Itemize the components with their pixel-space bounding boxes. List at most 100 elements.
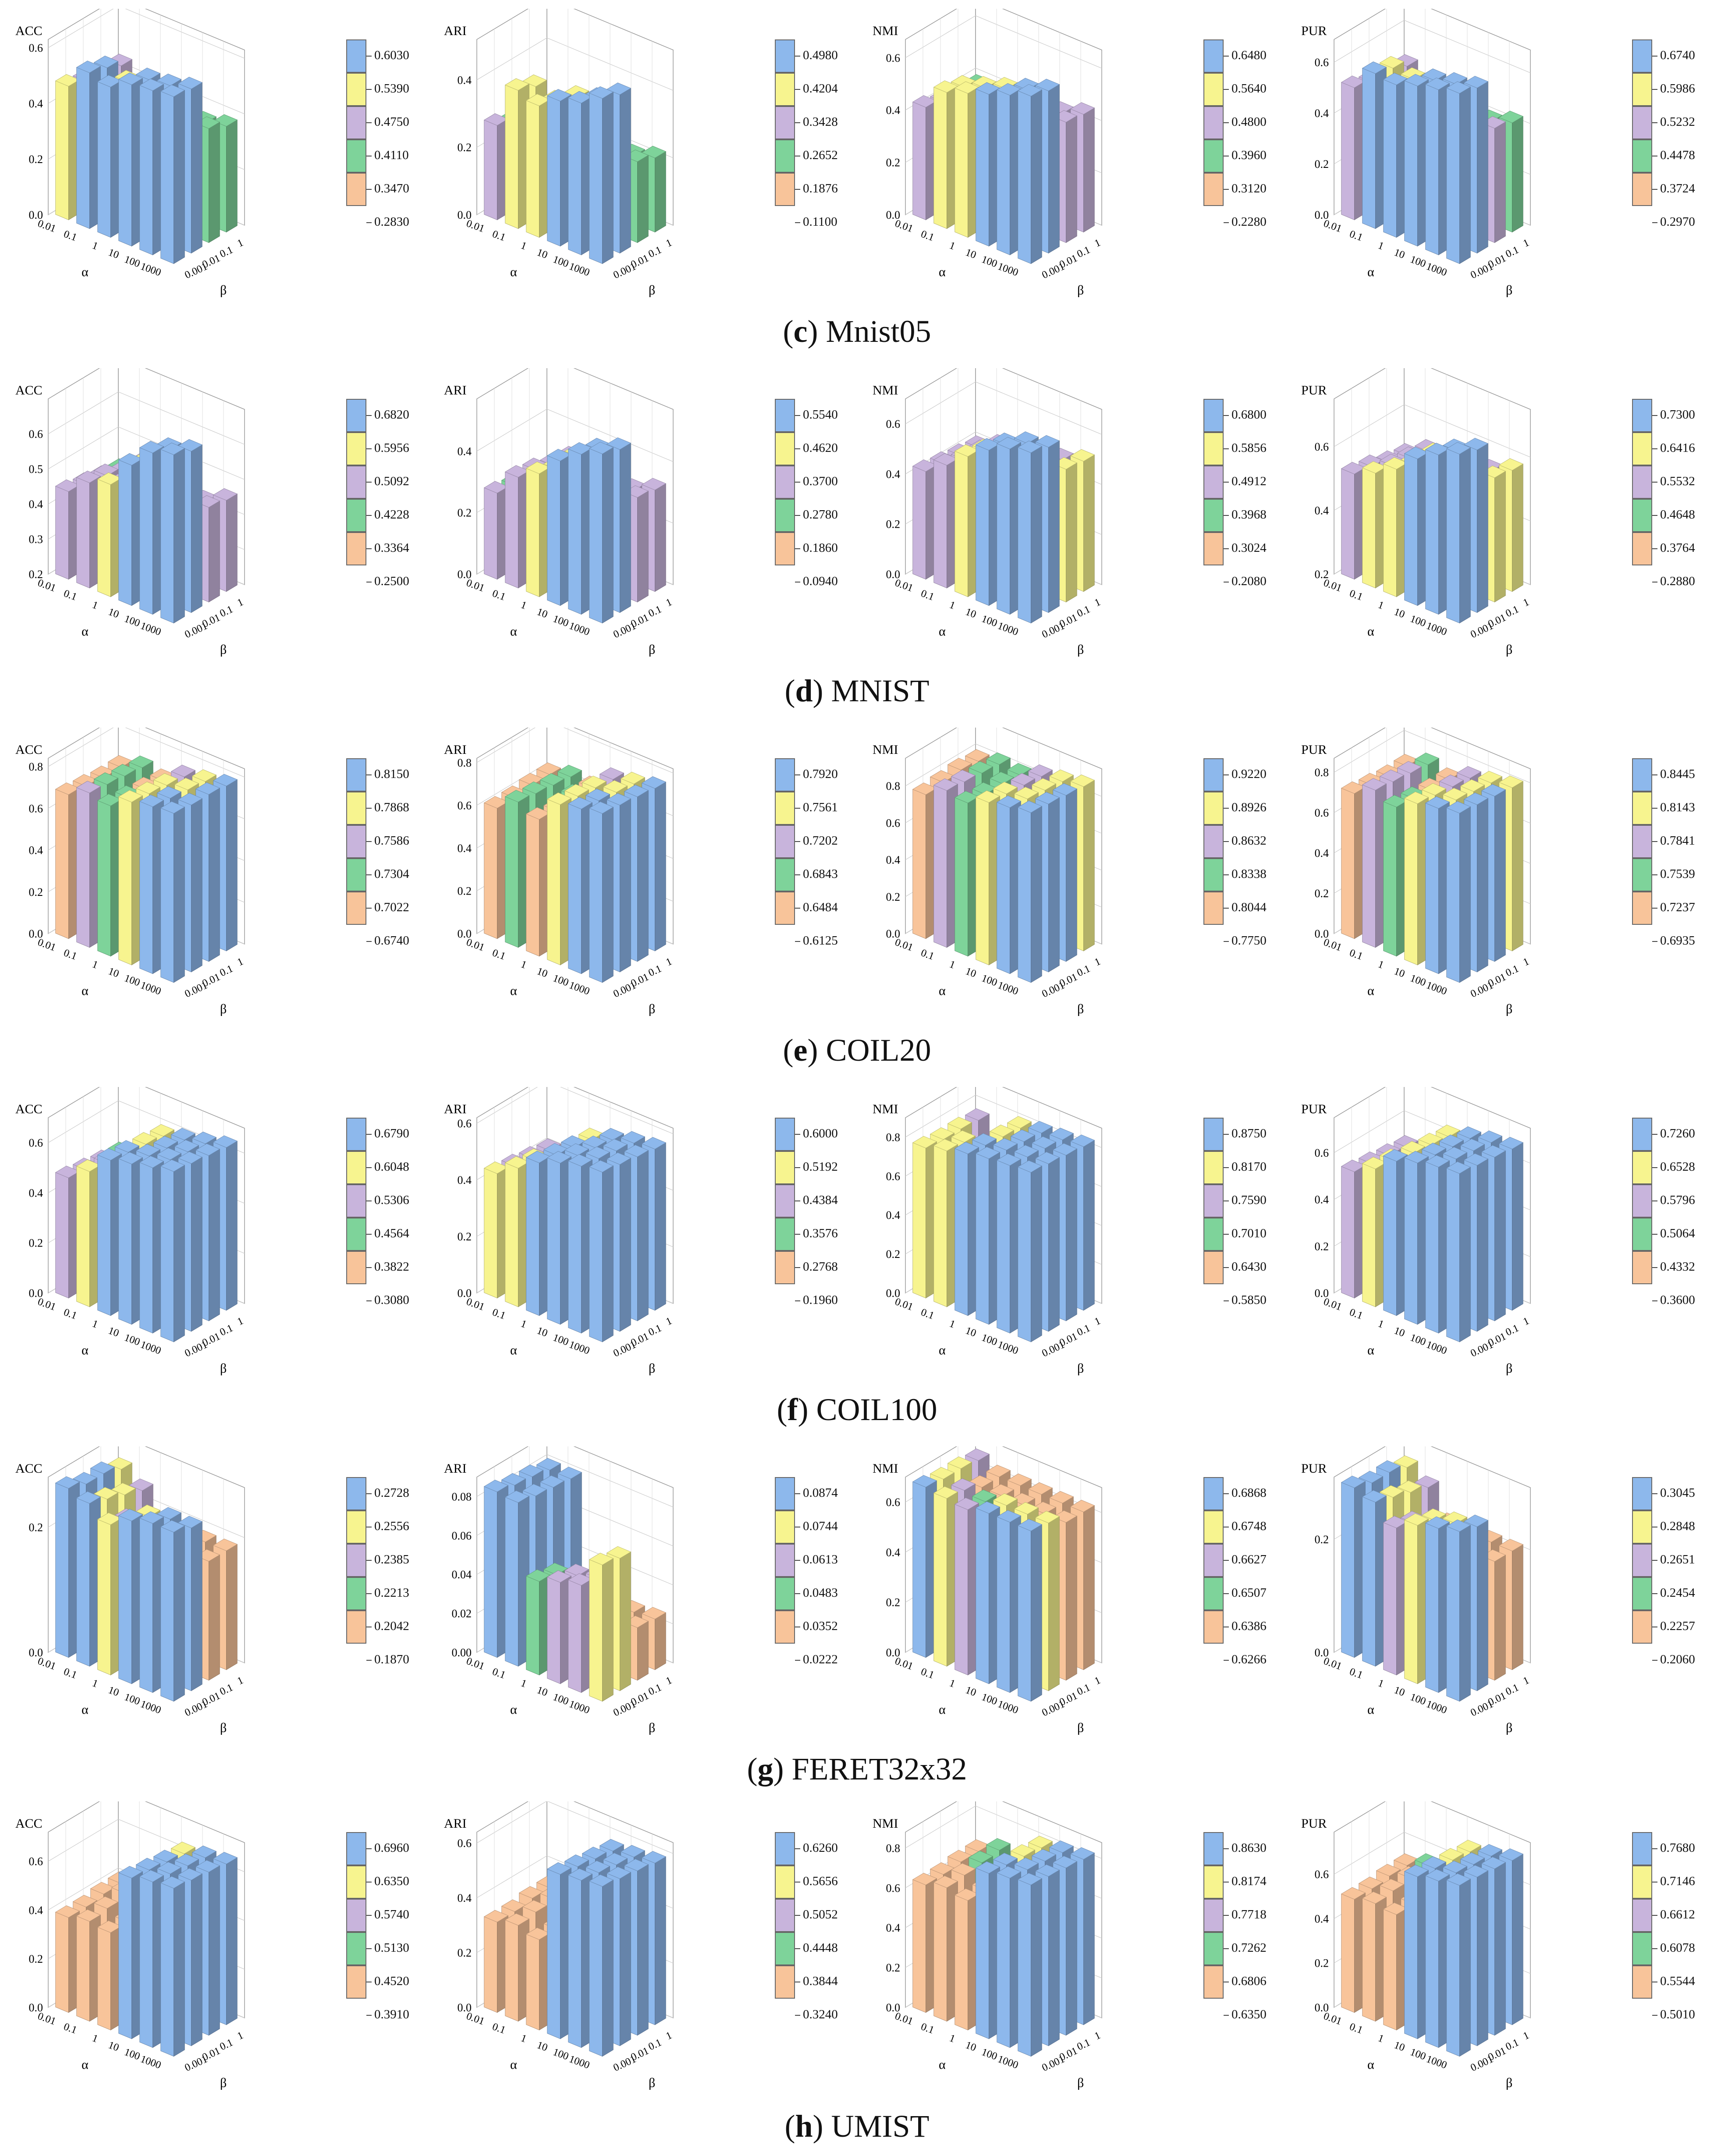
legend-label: 0.3240 bbox=[803, 2007, 838, 2021]
alpha-tick-label: 10 bbox=[1392, 1325, 1406, 1339]
z-tick-label: 0.6 bbox=[458, 799, 472, 812]
alpha-tick-label: 100 bbox=[980, 973, 999, 989]
bar bbox=[546, 449, 572, 606]
legend-swatch bbox=[346, 139, 366, 173]
legend-swatch bbox=[1632, 499, 1652, 532]
alpha-tick-label: 0.1 bbox=[62, 228, 78, 244]
legend-swatch bbox=[775, 399, 795, 432]
legend-label: 0.6386 bbox=[1231, 1619, 1267, 1633]
legend-label: 0.8143 bbox=[1660, 800, 1695, 814]
coil100-pur-panel: 0.0 0.2 0.4 0.6 PUR 0.01 0.1 1 10 100 1000 α 0.001 0.… bbox=[1286, 1087, 1714, 1385]
legend-swatch bbox=[1632, 1218, 1652, 1251]
z-tick-label: 0.2 bbox=[886, 891, 901, 903]
legend-label: 0.8170 bbox=[1231, 1160, 1267, 1174]
legend-label: 0.6507 bbox=[1231, 1586, 1267, 1600]
z-tick-label: 0.6 bbox=[29, 802, 43, 815]
bar bbox=[546, 1151, 572, 1325]
legend-swatch bbox=[346, 1251, 366, 1284]
bar bbox=[589, 1874, 614, 2057]
alpha-tick-label: 10 bbox=[535, 247, 549, 261]
alpha-axis-title: α bbox=[82, 1343, 89, 1357]
z-tick-label: 0.0 bbox=[458, 568, 472, 581]
alpha-tick-label: 100 bbox=[123, 973, 142, 989]
beta-tick-label: 1 bbox=[1522, 237, 1531, 250]
bar bbox=[954, 1888, 979, 2031]
legend-label: 0.2213 bbox=[374, 1586, 409, 1600]
alpha-tick-label: 0.01 bbox=[893, 1655, 914, 1673]
subfigure-caption: (g) FERET32x32 bbox=[747, 1751, 967, 1787]
legend-label: 0.0352 bbox=[803, 1619, 838, 1633]
legend-label: 0.2830 bbox=[374, 215, 409, 229]
z-tick-label: 0.6 bbox=[1315, 440, 1329, 453]
legend-swatch bbox=[775, 139, 795, 173]
feret32x32-pur-panel: 0.0 0.2 PUR 0.01 0.1 1 10 100 1000 α 0.001 0.01 0.1 1… bbox=[1286, 1446, 1714, 1744]
z-axis-title: PUR bbox=[1301, 1816, 1327, 1831]
legend-swatch bbox=[775, 1184, 795, 1218]
bar bbox=[525, 93, 551, 238]
subfigure-letter: d bbox=[795, 673, 813, 708]
alpha-tick-label: 1 bbox=[91, 1677, 99, 1690]
legend-label: 0.6260 bbox=[803, 1841, 838, 1855]
z-axis-title: ACC bbox=[15, 24, 43, 38]
z-tick-label: 0.2 bbox=[29, 568, 43, 581]
alpha-tick-label: 10 bbox=[1392, 606, 1406, 621]
legend-label: 0.3724 bbox=[1660, 181, 1695, 195]
z-tick-label: 0.2 bbox=[29, 1521, 43, 1534]
bar bbox=[118, 1152, 143, 1325]
beta-axis-title: β bbox=[1077, 1721, 1084, 1735]
alpha-axis-title: α bbox=[510, 265, 517, 279]
bar bbox=[589, 441, 614, 624]
legend-swatch bbox=[775, 758, 795, 792]
legend-swatch bbox=[1203, 758, 1224, 792]
bars bbox=[55, 755, 238, 983]
alpha-tick-label: 1000 bbox=[568, 980, 591, 998]
bar bbox=[1404, 1513, 1429, 1684]
legend-label: 0.2728 bbox=[374, 1486, 409, 1500]
bars bbox=[912, 74, 1095, 264]
beta-tick-label: 0.1 bbox=[218, 604, 235, 619]
legend-label: 0.5740 bbox=[374, 1907, 409, 1922]
alpha-tick-label: 1 bbox=[1377, 2032, 1385, 2045]
alpha-tick-label: 0.1 bbox=[62, 2021, 78, 2036]
alpha-tick-label: 0.1 bbox=[491, 2021, 507, 2036]
legend-label: 0.3764 bbox=[1660, 541, 1695, 555]
beta-tick-label: 1 bbox=[1093, 597, 1103, 609]
legend-label: 0.7680 bbox=[1660, 1841, 1695, 1855]
legend-label: 0.3700 bbox=[803, 474, 838, 488]
legend-label: 0.4800 bbox=[1231, 115, 1267, 129]
legend-label: 0.7841 bbox=[1660, 834, 1695, 848]
alpha-tick-label: 0.1 bbox=[919, 2021, 936, 2036]
z-tick-label: 0.0 bbox=[886, 1287, 901, 1300]
legend-label: 0.2060 bbox=[1660, 1652, 1695, 1666]
legend-swatch bbox=[346, 792, 366, 825]
legend-swatch bbox=[775, 1577, 795, 1610]
mnist-pur-panel: 0.2 0.4 0.6 PUR 0.01 0.1 1 10 100 1000 α 0.001 0.01 0… bbox=[1286, 368, 1714, 666]
legend-label: 0.6416 bbox=[1660, 441, 1695, 455]
z-tick-label: 0.2 bbox=[458, 141, 472, 154]
feret32x32-nmi-panel: 0.0 0.2 0.4 0.6 NMI 0.01 0.1 1 10 100 1000 α 0.001 0.… bbox=[857, 1446, 1285, 1744]
z-tick-label: 0.4 bbox=[29, 1904, 43, 1917]
z-tick-label: 0.0 bbox=[886, 1646, 901, 1659]
legend-swatch bbox=[1632, 39, 1652, 73]
z-tick-label: 0.4 bbox=[1315, 1912, 1329, 1925]
legend-swatch bbox=[1632, 858, 1652, 892]
z-tick-label: 0.8 bbox=[886, 1131, 901, 1144]
coil100-ari-panel: 0.0 0.2 0.4 0.6 ARI 0.01 0.1 1 10 100 1000 α 0.001 0.… bbox=[429, 1087, 857, 1385]
z-tick-label: 0.8 bbox=[886, 780, 901, 792]
beta-axis-title: β bbox=[1077, 2076, 1084, 2090]
alpha-tick-label: 10 bbox=[1392, 966, 1406, 980]
subfigure-dataset-name: Mnist05 bbox=[818, 314, 931, 349]
legend-swatch bbox=[1632, 1510, 1652, 1544]
alpha-tick-label: 0.1 bbox=[1348, 947, 1364, 963]
alpha-tick-label: 10 bbox=[964, 966, 977, 980]
bar bbox=[483, 1910, 509, 2013]
alpha-tick-label: 1 bbox=[519, 1318, 528, 1331]
z-tick-label: 0.4 bbox=[458, 1174, 472, 1186]
legend-swatch bbox=[346, 73, 366, 106]
bar bbox=[1362, 1157, 1387, 1307]
alpha-tick-label: 0.01 bbox=[36, 1296, 57, 1313]
